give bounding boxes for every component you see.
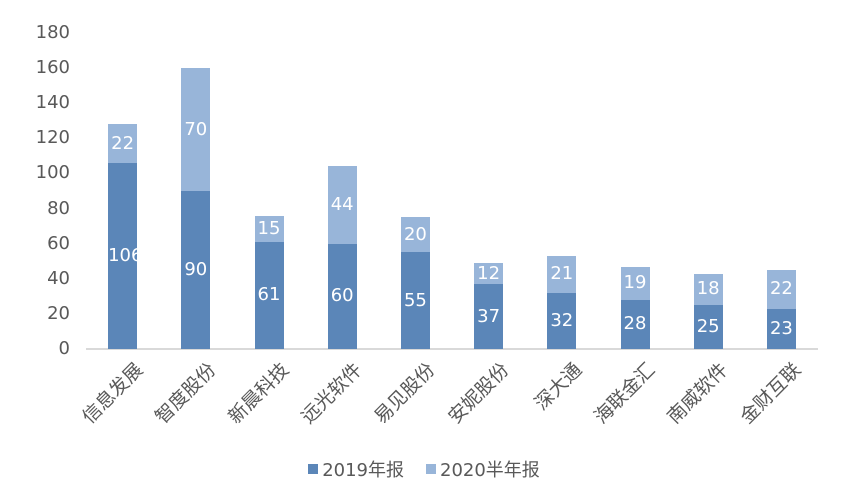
bar-segment: 55 — [400, 252, 430, 349]
y-tick-label: 20 — [47, 302, 70, 324]
bar-8: 25 18 — [693, 273, 723, 349]
x-tick-label: 信息发展 — [77, 358, 147, 429]
data-label: 55 — [403, 289, 427, 311]
bar-segment: 106 — [108, 162, 143, 349]
bar-4: 55 20 — [400, 217, 430, 349]
bar-segment: 12 — [474, 262, 504, 285]
y-tick-label: 40 — [47, 267, 70, 289]
legend-item-2019: 2019年报 — [308, 456, 404, 482]
bar-segment: 60 — [327, 243, 357, 349]
bar-2: 61 15 — [254, 215, 284, 349]
y-tick-label: 60 — [47, 232, 70, 254]
data-label: 22 — [769, 278, 793, 300]
data-label: 37 — [477, 305, 501, 327]
legend: 2019年报 2020半年报 — [0, 456, 848, 482]
bar-segment: 20 — [400, 217, 430, 253]
y-tick-label: 140 — [35, 92, 70, 114]
bar-segment: 37 — [474, 284, 504, 349]
legend-swatch-2019 — [308, 464, 319, 474]
data-label: 61 — [257, 284, 281, 306]
data-label: 19 — [623, 272, 647, 294]
bar-segment: 18 — [693, 273, 723, 306]
bar-segment: 90 — [181, 190, 211, 349]
data-label: 28 — [623, 313, 647, 335]
data-label: 32 — [550, 309, 574, 331]
data-label: 12 — [477, 262, 501, 284]
x-tick-label: 新晨科技 — [224, 358, 294, 429]
legend-swatch-2020h1 — [426, 464, 436, 474]
data-label: 25 — [696, 316, 720, 338]
x-tick-label: 深大通 — [530, 358, 587, 415]
y-tick-label: 0 — [58, 338, 70, 359]
bar-1: 90 70 — [181, 68, 211, 349]
bar-segment: 15 — [254, 215, 284, 242]
data-label: 22 — [111, 132, 135, 154]
data-label: 15 — [257, 217, 281, 239]
bar-segment: 25 — [693, 305, 723, 349]
legend-item-2020h1: 2020半年报 — [426, 456, 540, 482]
bar-3: 60 44 — [327, 166, 357, 349]
y-tick-label: 100 — [35, 162, 70, 184]
x-tick-label: 安妮股份 — [443, 358, 513, 429]
bar-segment: 44 — [327, 166, 357, 244]
data-label: 21 — [550, 263, 574, 285]
bar-9: 23 22 — [766, 270, 796, 349]
x-axis-line — [86, 348, 818, 350]
bar-segment: 70 — [181, 68, 211, 191]
data-label: 23 — [769, 317, 793, 339]
bar-segment: 22 — [108, 124, 138, 163]
x-tick-label: 远光软件 — [297, 358, 367, 429]
x-tick-label: 海联金汇 — [590, 358, 660, 429]
data-label: 20 — [403, 223, 427, 245]
y-tick-label: 120 — [35, 127, 70, 149]
legend-label-2019: 2019年报 — [322, 460, 404, 481]
bar-segment: 32 — [547, 292, 577, 349]
legend-label-2020h1: 2020半年报 — [440, 460, 540, 481]
bar-segment: 28 — [620, 299, 650, 349]
data-label: 70 — [184, 118, 208, 140]
x-tick-label: 金财互联 — [736, 358, 806, 429]
data-label: 90 — [184, 258, 208, 280]
bar-7: 28 19 — [620, 266, 650, 349]
data-label: 18 — [696, 278, 720, 300]
y-tick-label: 160 — [35, 57, 70, 79]
bar-0: 106 22 — [108, 124, 143, 349]
bar-segment: 61 — [254, 241, 284, 349]
x-tick-label: 南威软件 — [663, 358, 733, 429]
data-label: 60 — [330, 285, 354, 307]
y-tick-label: 180 — [35, 22, 70, 43]
x-tick-label: 易见股份 — [370, 358, 440, 429]
data-label: 106 — [108, 244, 143, 266]
bar-segment: 23 — [766, 308, 796, 349]
bar-segment: 19 — [620, 266, 650, 300]
y-tick-label: 80 — [47, 197, 70, 219]
x-tick-label: 智度股份 — [150, 358, 221, 429]
bar-5: 37 12 — [474, 262, 504, 349]
bar-6: 32 21 — [547, 255, 577, 349]
bar-segment: 22 — [766, 270, 796, 309]
data-label: 44 — [330, 194, 354, 216]
bar-segment: 21 — [547, 255, 577, 293]
